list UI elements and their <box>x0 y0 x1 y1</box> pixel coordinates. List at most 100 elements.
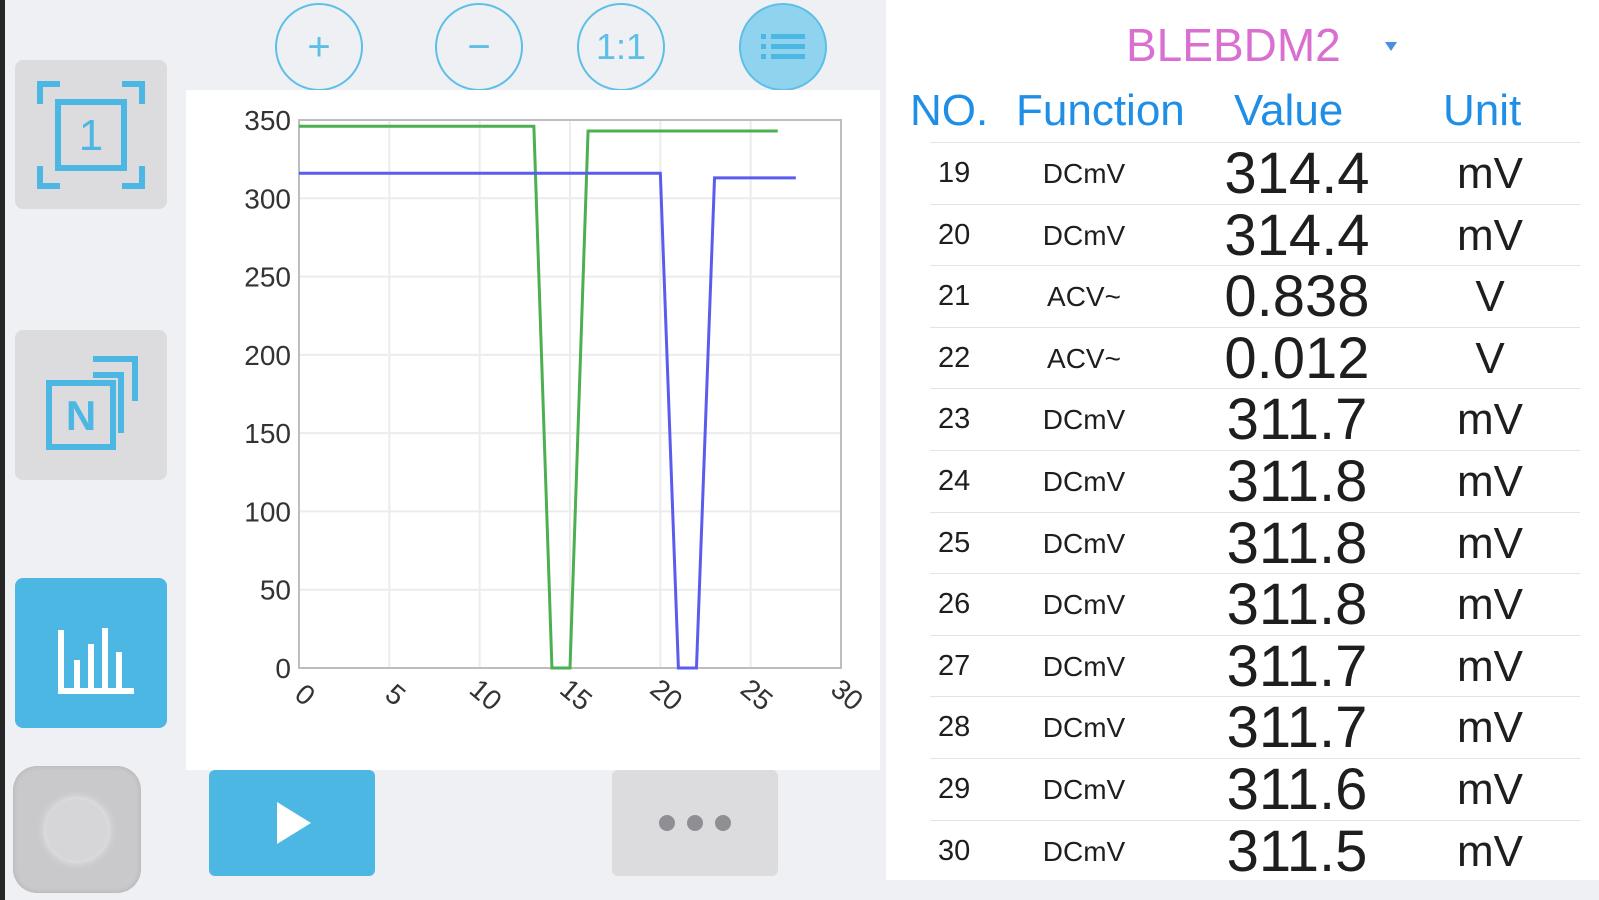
reset-zoom-button[interactable]: 1:1 <box>577 3 665 91</box>
reading-number: 28 <box>938 711 971 744</box>
reading-unit: mV <box>1457 518 1523 568</box>
table-row[interactable]: 27 DCmV 311.7 mV <box>930 633 1580 699</box>
x-tick-label: 10 <box>464 673 508 717</box>
x-tick-label: 0 <box>289 678 321 712</box>
header-value: Value <box>1234 86 1344 135</box>
table-row[interactable]: 24 DCmV 311.8 mV <box>930 450 1580 512</box>
play-icon <box>277 802 311 844</box>
y-tick-label: 50 <box>260 575 291 606</box>
table-row[interactable]: 23 DCmV 311.7 mV <box>930 388 1580 450</box>
table-row[interactable]: 28 DCmV 311.7 mV <box>930 696 1580 758</box>
y-tick-label: 0 <box>275 653 291 684</box>
reading-function: DCmV <box>1042 466 1126 497</box>
table-row[interactable]: 21 ACV~ 0.838 V <box>930 265 1580 327</box>
single-channel-label: 1 <box>79 111 103 160</box>
reading-unit: V <box>1475 272 1505 322</box>
reading-value: 311.8 <box>1226 510 1368 576</box>
chart-panel: 0 50 100 150 200 250 300 350 0 5 10 15 20 25 30 <box>186 90 880 770</box>
reading-unit: mV <box>1457 457 1523 506</box>
play-button[interactable] <box>209 770 375 876</box>
reading-unit: mV <box>1457 703 1523 753</box>
reading-number: 20 <box>938 218 971 251</box>
device-name[interactable]: BLEBDM2 <box>1126 19 1341 71</box>
reading-function: DCmV <box>1042 650 1126 682</box>
reading-value: 314.4 <box>1224 141 1370 206</box>
chevron-down-icon[interactable] <box>1385 42 1397 51</box>
reading-number: 30 <box>938 834 971 867</box>
readings-panel: BLEBDM2 NO. Function Value Unit 19 DCmV 31… <box>886 0 1599 884</box>
table-row[interactable]: 19 DCmV 314.4 mV <box>930 142 1580 204</box>
reading-number: 21 <box>938 280 971 313</box>
y-tick-label: 100 <box>244 496 291 527</box>
single-channel-button[interactable]: 1 <box>15 60 167 209</box>
reading-unit: mV <box>1457 580 1523 630</box>
table-row[interactable]: 29 DCmV 311.6 mV <box>930 758 1580 820</box>
x-tick-label: 15 <box>554 673 598 717</box>
zoom-out-button[interactable]: − <box>435 3 523 91</box>
reading-value: 311.7 <box>1226 695 1368 761</box>
reading-number: 25 <box>938 526 971 559</box>
x-tick-label: 20 <box>645 673 689 717</box>
more-dots-icon <box>659 815 731 831</box>
reading-unit: mV <box>1457 210 1523 260</box>
y-tick-label: 350 <box>244 105 291 136</box>
reading-number: 19 <box>938 157 971 189</box>
list-icon <box>761 34 805 59</box>
reading-unit: V <box>1475 333 1505 383</box>
bar-chart-icon <box>58 628 134 694</box>
series-line-1 <box>299 124 778 670</box>
reading-number: 23 <box>938 403 971 436</box>
reading-value: 0.838 <box>1224 264 1370 330</box>
reading-function: DCmV <box>1042 404 1126 436</box>
y-tick-label: 200 <box>244 340 291 371</box>
reading-function: DCmV <box>1042 774 1126 805</box>
single-channel-icon: 1 <box>37 80 145 189</box>
reading-value: 311.8 <box>1226 449 1368 514</box>
header-function: Function <box>1016 86 1185 135</box>
home-button-knob <box>46 799 108 861</box>
reading-function: DCmV <box>1042 712 1126 744</box>
table-row[interactable]: 25 DCmV 311.8 mV <box>930 510 1580 576</box>
more-button[interactable] <box>612 770 778 876</box>
reading-value: 311.8 <box>1226 572 1368 638</box>
list-view-button[interactable] <box>739 3 827 91</box>
table-row[interactable]: 20 DCmV 314.4 mV <box>930 202 1580 268</box>
multi-channel-label: N <box>66 392 96 439</box>
reading-value: 311.5 <box>1226 818 1368 884</box>
reading-value: 0.012 <box>1224 325 1370 391</box>
multi-channel-button[interactable]: N <box>15 330 167 480</box>
reading-number: 24 <box>938 465 971 497</box>
reading-number: 29 <box>938 773 971 805</box>
reading-value: 314.4 <box>1224 202 1370 268</box>
table-row[interactable]: 26 DCmV 311.8 mV <box>930 573 1580 635</box>
x-tick-label: 30 <box>825 673 869 717</box>
y-tick-label: 300 <box>244 183 291 214</box>
reading-unit: mV <box>1457 149 1523 198</box>
reading-unit: mV <box>1457 641 1523 691</box>
reading-function: DCmV <box>1042 158 1126 189</box>
reading-function: DCmV <box>1042 527 1126 559</box>
table-row[interactable]: 22 ACV~ 0.012 V <box>930 325 1580 391</box>
chart-view-button[interactable] <box>15 578 167 728</box>
header-no: NO. <box>910 86 989 135</box>
reading-function: ACV~ <box>1047 342 1121 374</box>
reading-unit: mV <box>1457 826 1523 876</box>
header-unit: Unit <box>1443 86 1522 135</box>
reading-function: DCmV <box>1042 835 1126 867</box>
reset-zoom-label: 1:1 <box>595 26 647 67</box>
zoom-out-label: − <box>467 24 491 69</box>
x-tick-label: 5 <box>380 678 412 712</box>
reading-value: 311.7 <box>1226 633 1368 699</box>
home-button[interactable] <box>13 766 141 893</box>
table-row[interactable]: 30 DCmV 311.5 mV <box>930 818 1580 884</box>
reading-unit: mV <box>1457 395 1523 445</box>
multi-channel-icon: N <box>46 356 138 450</box>
line-chart: 0 50 100 150 200 250 300 350 0 5 10 15 20 25 30 <box>244 105 869 717</box>
zoom-in-button[interactable]: + <box>275 3 363 91</box>
reading-number: 26 <box>938 588 971 621</box>
series-line-2 <box>299 171 796 670</box>
reading-number: 22 <box>938 341 971 374</box>
zoom-in-label: + <box>307 24 331 69</box>
reading-value: 311.7 <box>1226 387 1368 453</box>
sidebar: 1 N <box>5 0 185 900</box>
